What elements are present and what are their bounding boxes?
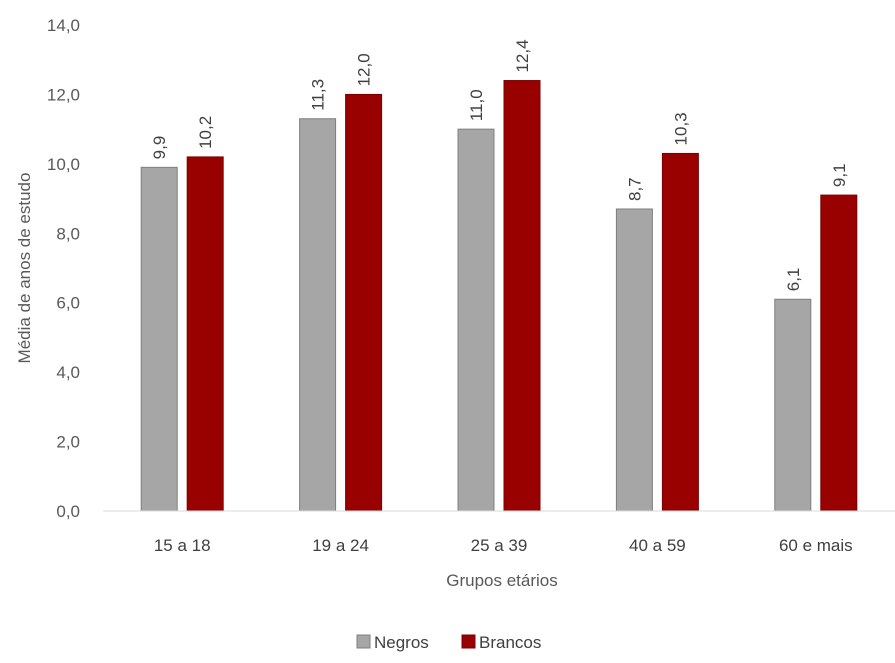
x-tick-label: 25 a 39 <box>471 536 528 555</box>
y-axis: 0,0 2,0 4,0 6,0 8,0 10,0 12,0 14,0 <box>47 16 80 521</box>
legend-swatch-brancos <box>461 634 476 649</box>
y-tick-label: 4,0 <box>56 363 80 382</box>
bar-brancos-1 <box>186 156 224 512</box>
bar-negros-3 <box>457 128 495 512</box>
y-tick-label: 12,0 <box>47 85 80 104</box>
data-label: 11,3 <box>309 79 328 111</box>
y-tick-label: 8,0 <box>56 224 80 243</box>
x-axis-title: Grupos etários <box>446 571 558 590</box>
x-tick-label: 15 a 18 <box>154 536 211 555</box>
legend-label-negros: Negros <box>374 633 429 652</box>
x-tick-label: 60 e mais <box>779 536 853 555</box>
data-label: 9,9 <box>150 136 169 160</box>
data-label: 6,1 <box>784 268 803 292</box>
y-tick-label: 10,0 <box>47 155 80 174</box>
bar-brancos-2 <box>345 93 383 512</box>
y-axis-title: Média de anos de estudo <box>15 173 34 364</box>
data-label: 11,0 <box>467 89 486 121</box>
y-tick-label: 2,0 <box>56 433 80 452</box>
data-label: 12,0 <box>355 53 374 86</box>
data-labels: 9,9 10,2 11,3 12,0 11,0 12,4 8,7 10,3 6,1 9,1 <box>150 39 849 291</box>
bar-negros-1 <box>140 166 178 512</box>
bar-negros-2 <box>299 118 337 512</box>
y-tick-label: 0,0 <box>56 502 80 521</box>
data-label: 9,1 <box>830 163 849 187</box>
y-tick-label: 14,0 <box>47 16 80 35</box>
x-tick-label: 40 a 59 <box>629 536 686 555</box>
bar-brancos-3 <box>503 80 541 512</box>
bar-negros-4 <box>615 208 653 512</box>
bar-negros-5 <box>774 298 812 512</box>
data-label: 12,4 <box>513 39 532 72</box>
legend-swatch-negros <box>356 634 371 649</box>
legend-label-brancos: Brancos <box>479 633 541 652</box>
data-label: 10,2 <box>196 116 215 149</box>
legend: Negros Brancos <box>356 633 541 652</box>
bars <box>140 80 858 512</box>
bar-brancos-5 <box>820 194 858 512</box>
x-tick-label: 19 a 24 <box>312 536 369 555</box>
x-axis: 15 a 18 19 a 24 25 a 39 40 a 59 60 e mais <box>103 510 895 555</box>
data-label: 10,3 <box>671 112 690 145</box>
bar-brancos-4 <box>661 152 699 512</box>
data-label: 8,7 <box>625 177 644 201</box>
y-tick-label: 6,0 <box>56 294 80 313</box>
